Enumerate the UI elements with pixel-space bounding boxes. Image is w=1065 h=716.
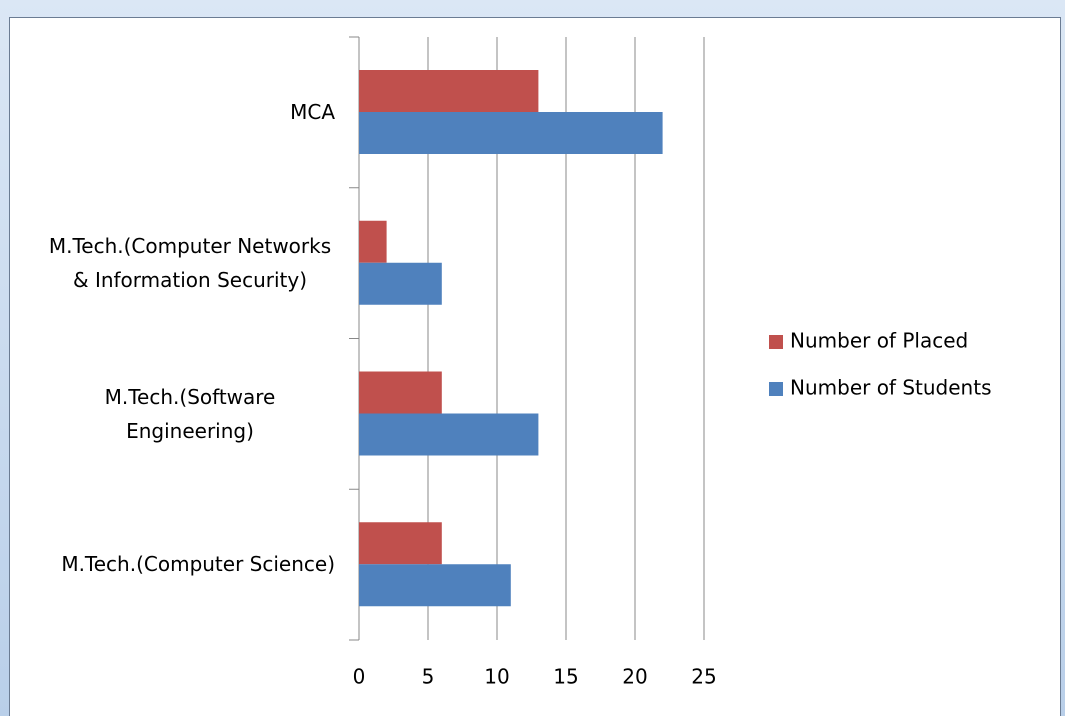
y-tick-label: M.Tech.(Software Engineering) [104, 384, 276, 443]
bar [359, 112, 663, 154]
bar [359, 220, 387, 263]
bar [359, 371, 442, 414]
category-label-box: M.Tech.(Software Engineering) [20, 332, 335, 496]
x-tick-label: 25 [691, 665, 716, 689]
legend-swatch [769, 382, 783, 396]
bar [359, 70, 539, 112]
x-tick-label: 5 [422, 665, 435, 689]
category-label-box: MCA [20, 30, 335, 194]
y-tick-label: M.Tech.(Computer Science) [61, 552, 335, 577]
legend-swatch [769, 335, 783, 349]
bar [359, 564, 511, 607]
x-tick-label: 0 [353, 665, 366, 689]
legend-label: Number of Placed [790, 329, 968, 353]
y-tick-label: MCA [290, 100, 335, 124]
bar [359, 413, 539, 456]
x-tick-label: 15 [553, 665, 578, 689]
bar [359, 522, 442, 565]
legend-label: Number of Students [790, 376, 991, 400]
x-tick-label: 10 [484, 665, 509, 689]
bar [359, 262, 442, 305]
y-tick-label: M.Tech.(Computer Networks & Information … [48, 233, 332, 292]
category-label-box: M.Tech.(Computer Networks & Information … [20, 181, 335, 345]
x-tick-label: 20 [622, 665, 647, 689]
category-label-box: M.Tech.(Computer Science) [20, 482, 335, 646]
